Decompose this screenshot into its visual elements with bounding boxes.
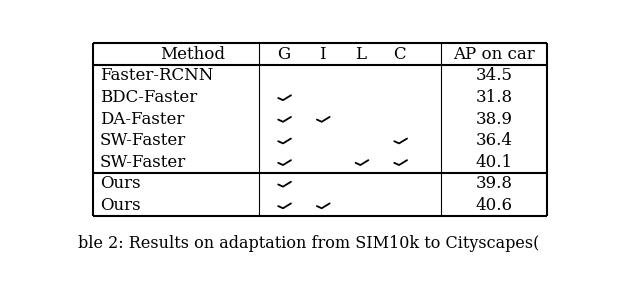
Text: AP on car: AP on car [453,46,535,63]
Text: Ours: Ours [100,175,140,192]
Text: Faster-RCNN: Faster-RCNN [100,67,213,84]
Text: 39.8: 39.8 [475,175,512,192]
Text: I: I [319,46,326,63]
Text: G: G [277,46,290,63]
Text: ble 2: Results on adaptation from SIM10k to Cityscapes(: ble 2: Results on adaptation from SIM10k… [78,234,539,251]
Text: Method: Method [160,46,225,63]
Text: 34.5: 34.5 [475,67,512,84]
Text: 31.8: 31.8 [475,89,512,106]
Text: C: C [393,46,406,63]
Text: SW-Faster: SW-Faster [100,154,186,171]
Text: BDC-Faster: BDC-Faster [100,89,197,106]
Text: L: L [356,46,366,63]
Text: 40.6: 40.6 [475,197,512,214]
Text: 38.9: 38.9 [475,111,512,128]
Text: SW-Faster: SW-Faster [100,132,186,149]
Text: 40.1: 40.1 [475,154,512,171]
Text: DA-Faster: DA-Faster [100,111,184,128]
Text: 36.4: 36.4 [475,132,512,149]
Text: Ours: Ours [100,197,140,214]
